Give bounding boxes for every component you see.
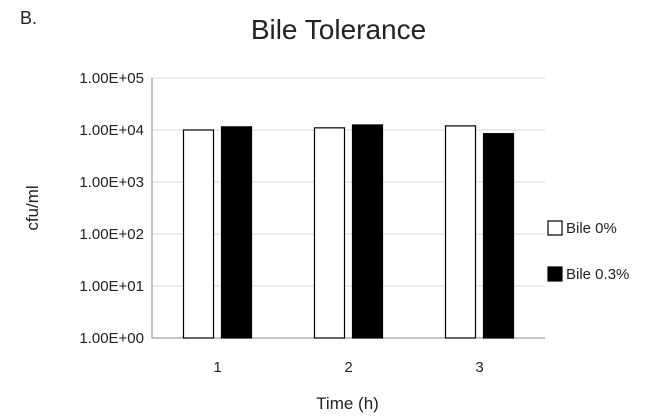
x-tick-label: 3 [475,359,483,376]
bar [444,125,477,339]
chart-title: Bile Tolerance [250,14,427,45]
x-axis-label: Time (h) [316,394,379,413]
y-tick-label: 1.00E+01 [79,278,144,295]
x-tick-label: 1 [213,359,221,376]
y-tick-label: 1.00E+02 [79,226,144,243]
bar [482,133,515,339]
legend-label: Bile 0% [566,220,617,237]
y-tick-label: 1.00E+03 [79,174,144,191]
y-tick-label: 1.00E+00 [79,330,144,347]
bar [220,126,253,339]
x-tick-label: 2 [344,359,352,376]
bar [351,124,384,339]
legend-swatch [547,266,563,282]
y-tick-label: 1.00E+05 [79,70,144,87]
legend-swatch [547,220,563,236]
bar [182,129,215,339]
bar [313,127,346,339]
legend-label: Bile 0.3% [566,266,629,283]
panel-label: B. [20,8,38,28]
y-tick-label: 1.00E+04 [79,122,144,139]
